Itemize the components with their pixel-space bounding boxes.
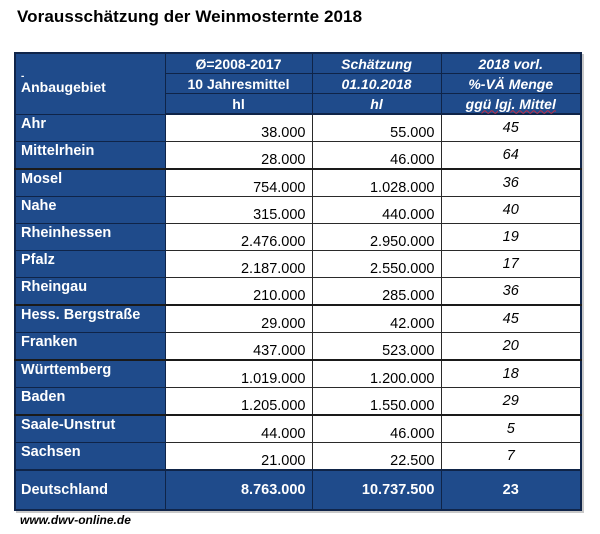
region-name: Mittelrhein [14,140,166,170]
estimate-value: 440.000 [311,195,442,224]
header-est-unit: hl [311,93,442,115]
avg-value: 44.000 [164,414,313,443]
header-est-line2: 01.10.2018 [311,73,442,94]
header-region-marker: - [21,70,25,82]
table-row: Württemberg 1.019.000 1.200.000 18 [14,359,582,388]
region-name: Pfalz [14,249,166,278]
change-pct: 36 [440,276,582,306]
avg-value: 2.476.000 [164,222,313,251]
page-title: Vorausschätzung der Weinmosternte 2018 [17,7,363,26]
estimate-value: 2.950.000 [311,222,442,251]
change-pct: 40 [440,195,582,224]
change-pct: 45 [440,304,582,333]
estimate-value: 2.550.000 [311,249,442,278]
table-body: Ahr 38.000 55.000 45 Mittelrhein 28.000 46.00… [14,113,582,470]
region-name: Franken [14,331,166,361]
change-pct: 64 [440,140,582,170]
table-row: Pfalz 2.187.000 2.550.000 17 [14,249,582,278]
header-avg-line1: Ø=2008-2017 [164,53,313,74]
header-avg-line2: 10 Jahresmittel [164,73,313,94]
total-avg: 8.763.000 [164,468,313,510]
header-region: - Anbaugebiet [14,53,166,115]
change-pct: 5 [440,414,582,443]
header-pct-line1: 2018 vorl. [440,53,582,74]
change-pct: 29 [440,386,582,416]
header-avg-unit: hl [164,93,313,115]
avg-value: 21.000 [164,441,313,470]
region-name: Hess. Bergstraße [14,304,166,333]
header-pct-line2: %-VÄ Menge [440,73,582,94]
table-row: Ahr 38.000 55.000 45 [14,113,582,142]
total-change-pct: 23 [440,468,582,510]
table-row: Saale-Unstrut 44.000 46.000 5 [14,414,582,443]
table-total: Deutschland 8.763.000 10.737.500 23 [14,468,582,510]
table-row: Mosel 754.000 1.028.000 36 [14,168,582,197]
change-pct: 45 [440,113,582,142]
region-name: Mosel [14,168,166,197]
change-pct: 20 [440,331,582,361]
table-row: Hess. Bergstraße 29.000 42.000 45 [14,304,582,333]
estimate-value: 1.550.000 [311,386,442,416]
header-pct-line3: ggü lgj. Mittel [440,93,582,115]
total-estimate: 10.737.500 [311,468,442,510]
table-row: Franken 437.000 523.000 20 [14,331,582,361]
change-pct: 7 [440,441,582,470]
change-pct: 36 [440,168,582,197]
estimate-value: 523.000 [311,331,442,361]
avg-value: 315.000 [164,195,313,224]
table-row: Rheingau 210.000 285.000 36 [14,276,582,306]
table-row: Baden 1.205.000 1.550.000 29 [14,386,582,416]
table-row: Rheinhessen 2.476.000 2.950.000 19 [14,222,582,251]
avg-value: 38.000 [164,113,313,142]
estimate-value: 46.000 [311,140,442,170]
header-region-label: Anbaugebiet [21,78,106,95]
estimate-value: 285.000 [311,276,442,306]
estimate-value: 1.200.000 [311,359,442,388]
region-name: Ahr [14,113,166,142]
region-name: Baden [14,386,166,416]
avg-value: 1.019.000 [164,359,313,388]
region-name: Sachsen [14,441,166,470]
avg-value: 437.000 [164,331,313,361]
region-name: Württemberg [14,359,166,388]
estimate-value: 22.500 [311,441,442,470]
header-est-line1: Schätzung [311,53,442,74]
avg-value: 754.000 [164,168,313,197]
avg-value: 210.000 [164,276,313,306]
region-name: Saale-Unstrut [14,414,166,443]
change-pct: 19 [440,222,582,251]
table-row: Sachsen 21.000 22.500 7 [14,441,582,470]
table-header: - Anbaugebiet Ø=2008-2017 Schätzung 2018… [14,53,582,115]
estimate-value: 55.000 [311,113,442,142]
avg-value: 1.205.000 [164,386,313,416]
table-row: Mittelrhein 28.000 46.000 64 [14,140,582,170]
estimate-value: 1.028.000 [311,168,442,197]
source-credit: www.dwv-online.de [20,513,131,527]
harvest-table: - Anbaugebiet Ø=2008-2017 Schätzung 2018… [14,52,582,511]
header-pct-line3-text: ggü lgj. Mittel [465,95,556,112]
avg-value: 28.000 [164,140,313,170]
change-pct: 17 [440,249,582,278]
total-row: Deutschland 8.763.000 10.737.500 23 [14,468,582,510]
region-name: Rheinhessen [14,222,166,251]
estimate-value: 46.000 [311,414,442,443]
avg-value: 2.187.000 [164,249,313,278]
total-region: Deutschland [14,468,166,510]
estimate-value: 42.000 [311,304,442,333]
region-name: Rheingau [14,276,166,306]
region-name: Nahe [14,195,166,224]
change-pct: 18 [440,359,582,388]
avg-value: 29.000 [164,304,313,333]
table-row: Nahe 315.000 440.000 40 [14,195,582,224]
